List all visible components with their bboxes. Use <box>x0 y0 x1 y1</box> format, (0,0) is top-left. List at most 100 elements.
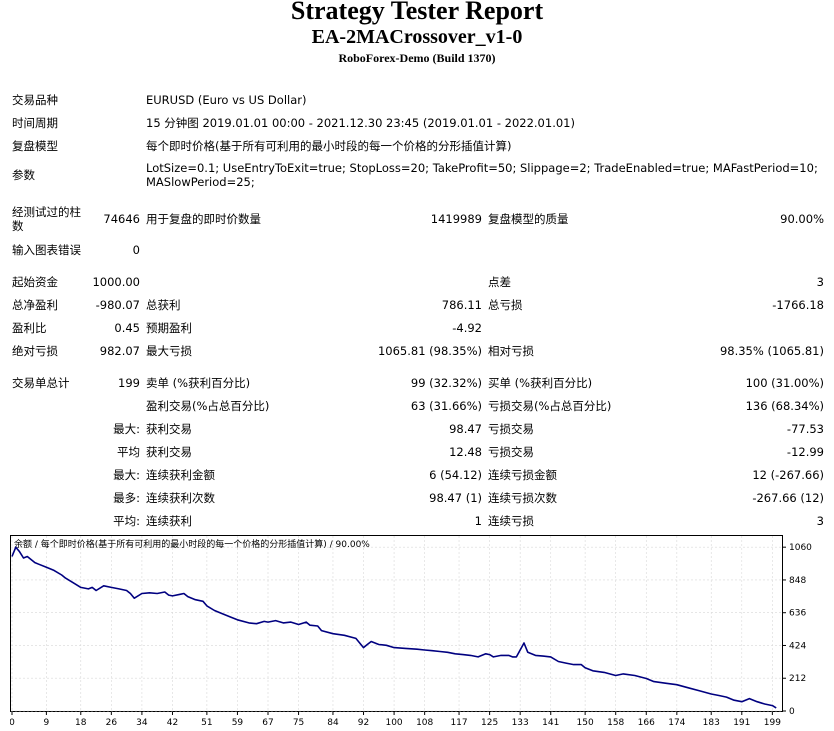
period-value: 15 分钟图 2019.01.01 00:00 - 2021.12.30 23:… <box>146 116 575 130</box>
balance-line <box>11 546 777 709</box>
params-line-1: LotSize=0.1; UseEntryToExit=true; StopLo… <box>146 161 818 175</box>
profit-trades-label: 盈利交易(%占总百分比) <box>146 399 270 413</box>
deposit-value: 1000.00 <box>92 275 140 289</box>
rel-drawdown-label: 相对亏损 <box>488 344 534 358</box>
errors-value: 0 <box>132 243 140 257</box>
grid-lines <box>11 536 782 712</box>
x-tick-label: 18 <box>75 718 87 728</box>
quality-label: 复盘模型的质量 <box>488 212 569 226</box>
symbol-label: 交易品种 <box>12 93 58 107</box>
loss-trades-label: 亏损交易(%占总百分比) <box>488 399 612 413</box>
y-tick-label: 636 <box>789 609 806 619</box>
average-loss-value: -12.99 <box>786 445 824 459</box>
maximal-cons-profit-value: 98.47 (1) <box>429 491 482 505</box>
deposit-label: 起始资金 <box>12 275 58 289</box>
max-cons-wins-value: 6 (54.12) <box>429 468 482 482</box>
period-label: 时间周期 <box>12 116 58 130</box>
avg-cons-losses-label: 连续亏损 <box>488 514 534 528</box>
x-axis-ticks: 0 9 18 26 34 42 51 59 67 75 84 92 100 108 117 125 133 141… <box>10 712 781 728</box>
x-tick-label: 100 <box>385 718 402 728</box>
short-trades-value: 99 (32.32%) <box>410 376 482 390</box>
x-tick-label: 9 <box>44 718 50 728</box>
x-tick-label: 183 <box>703 718 720 728</box>
profit-factor-value: 0.45 <box>114 321 140 335</box>
abs-drawdown-label: 绝对亏损 <box>12 344 58 358</box>
largest-profit-value: 98.47 <box>449 422 482 436</box>
y-tick-label: 0 <box>789 707 795 717</box>
expected-payoff-value: -4.92 <box>452 321 482 335</box>
largest-loss-label: 亏损交易 <box>488 422 534 436</box>
y-tick-label: 848 <box>789 576 806 586</box>
loss-trades-value: 136 (68.34%) <box>745 399 824 413</box>
x-tick-label: 166 <box>638 718 655 728</box>
report-title: Strategy Tester Report <box>290 0 544 25</box>
x-tick-label: 59 <box>232 718 244 728</box>
x-tick-label: 199 <box>764 718 781 728</box>
y-tick-label: 424 <box>789 641 806 651</box>
ea-name: EA-2MACrossover_v1-0 <box>311 26 523 48</box>
net-profit-label: 总净盈利 <box>12 298 58 312</box>
x-tick-label: 125 <box>481 718 498 728</box>
x-tick-label: 26 <box>106 718 118 728</box>
long-trades-label: 买单 (%获利百分比) <box>488 376 593 390</box>
y-tick-label: 1060 <box>789 543 812 553</box>
gross-profit-value: 786.11 <box>441 298 482 312</box>
spread-value: 3 <box>816 275 824 289</box>
max-cons-losses-value: 12 (-267.66) <box>752 468 824 482</box>
total-trades-value: 199 <box>118 376 140 390</box>
plot-frame <box>10 535 783 712</box>
largest-profit-label: 获利交易 <box>146 422 192 436</box>
maximal-cons-loss-label: 连续亏损次数 <box>488 491 557 505</box>
x-tick-label: 133 <box>512 718 529 728</box>
x-tick-label: 0 <box>10 718 15 728</box>
balance-series <box>11 546 777 709</box>
quality-value: 90.00% <box>780 212 824 226</box>
avg-cons-wins-value: 1 <box>474 514 482 528</box>
gross-loss-label: 总亏损 <box>488 298 523 312</box>
largest-loss-value: -77.53 <box>786 422 824 436</box>
model-label: 复盘模型 <box>12 139 58 153</box>
x-tick-label: 34 <box>136 718 148 728</box>
chart-title: 余额 / 每个即时价格(基于所有可利用的最小时段的每一个价格的分形插值计算) /… <box>14 538 370 550</box>
average-profit-label: 获利交易 <box>146 445 192 459</box>
maximal-cons-loss-value: -267.66 (12) <box>752 491 824 505</box>
maximal-cons-profit-label: 连续获利次数 <box>146 491 215 505</box>
short-trades-label: 卖单 (%获利百分比) <box>146 376 251 390</box>
model-value: 每个即时价格(基于所有可利用的最小时段的每一个价格的分形插值计算) <box>146 139 512 153</box>
symbol-value: EURUSD (Euro vs US Dollar) <box>146 93 307 107</box>
max-drawdown-label: 最大亏损 <box>146 344 192 358</box>
avg-cons-wins-label: 连续获利 <box>146 514 192 528</box>
abs-drawdown-value: 982.07 <box>99 344 140 358</box>
x-tick-label: 67 <box>262 718 273 728</box>
average-loss-label: 亏损交易 <box>488 445 534 459</box>
params-line-2: MASlowPeriod=25; <box>146 175 255 189</box>
gross-loss-value: -1766.18 <box>772 298 824 312</box>
x-tick-label: 75 <box>293 718 304 728</box>
profit-factor-label: 盈利比 <box>12 321 47 335</box>
average-prefix: 平均 <box>117 445 140 459</box>
params-label: 参数 <box>12 168 35 182</box>
maximal-prefix: 最多: <box>113 491 140 505</box>
spread-label: 点差 <box>488 275 511 289</box>
x-tick-label: 42 <box>167 718 178 728</box>
bars-value: 74646 <box>103 212 140 226</box>
ticks-label: 用于复盘的即时价数量 <box>146 212 261 226</box>
avg-prefix: 平均: <box>113 514 140 528</box>
max-cons-wins-label: 连续获利金额 <box>146 468 215 482</box>
x-tick-label: 84 <box>327 718 339 728</box>
bars-label-1: 经测试过的柱 <box>12 205 81 219</box>
x-tick-label: 158 <box>607 718 624 728</box>
max-cons-losses-label: 连续亏损金额 <box>488 468 557 482</box>
x-tick-label: 108 <box>416 718 433 728</box>
y-axis-ticks: 0 212 424 636 848 1060 <box>783 543 812 717</box>
max-drawdown-value: 1065.81 (98.35%) <box>377 344 482 358</box>
long-trades-value: 100 (31.00%) <box>745 376 824 390</box>
expected-payoff-label: 预期盈利 <box>146 321 192 335</box>
x-tick-label: 117 <box>450 718 467 728</box>
x-tick-label: 92 <box>358 718 369 728</box>
errors-label: 输入图表错误 <box>12 243 81 257</box>
x-tick-label: 150 <box>577 718 594 728</box>
max-prefix: 最大: <box>113 468 140 482</box>
net-profit-value: -980.07 <box>95 298 140 312</box>
ticks-value: 1419989 <box>430 212 482 226</box>
